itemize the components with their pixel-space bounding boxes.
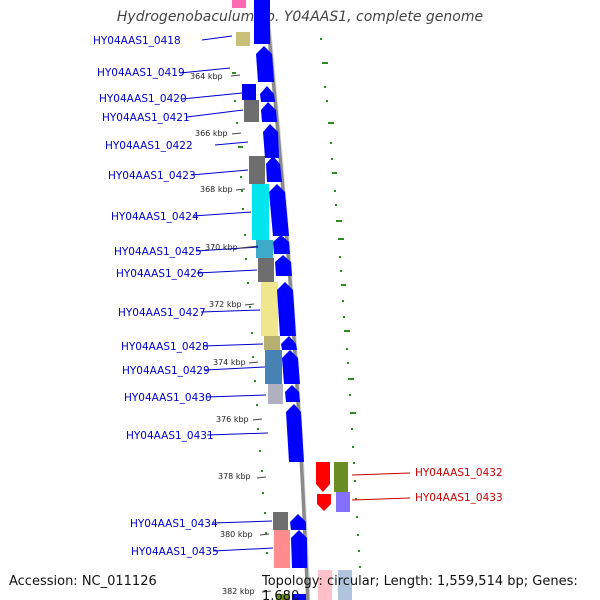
- tick-label: 366 kbp: [195, 129, 228, 138]
- gene-arrow-0426: [275, 255, 292, 276]
- gene-labels: HY04AAS1_0418 HY04AAS1_0419 HY04AAS1_042…: [93, 35, 503, 558]
- gene-arrow-0418: [254, 0, 270, 44]
- tick-label: 372 kbp: [209, 300, 242, 309]
- tick-label: 370 kbp: [205, 243, 238, 252]
- forward-gene-arrows: [254, 0, 307, 600]
- gene-label: HY04AAS1_0434: [130, 518, 218, 530]
- gene-label: HY04AAS1_0419: [97, 67, 185, 79]
- gc-skew-track: [232, 38, 361, 568]
- gene-label: HY04AAS1_0422: [105, 140, 193, 152]
- gene-label: HY04AAS1_0418: [93, 35, 181, 47]
- gene-arrow-0424: [269, 184, 289, 236]
- tick-label: 380 kbp: [220, 530, 253, 539]
- gene-arrow-0435: [291, 530, 307, 568]
- gene-arrow-0432: [316, 462, 330, 492]
- accession-label: Accession: NC_011126: [9, 574, 157, 589]
- gene-label: HY04AAS1_0425: [114, 246, 202, 258]
- gene-label: HY04AAS1_0433: [415, 492, 503, 504]
- gene-label: HY04AAS1_0424: [111, 211, 199, 223]
- gene-arrow-0431: [286, 404, 304, 462]
- gene-arrow-0428: [281, 336, 297, 350]
- kbp-tick-labels: 364 kbp 366 kbp 368 kbp 370 kbp 372 kbp …: [190, 72, 255, 596]
- reverse-gene-arrows: [316, 462, 331, 511]
- gene-leader-lines: [179, 35, 411, 552]
- gene-arrow-0422: [263, 124, 279, 158]
- gene-label: HY04AAS1_0427: [118, 307, 206, 319]
- summary-label: Topology: circular; Length: 1,559,514 bp…: [262, 574, 578, 600]
- cog-track: [232, 0, 352, 600]
- gene-arrow-0420: [260, 86, 275, 102]
- gene-arrow-0427: [277, 282, 296, 336]
- map-title: Hydrogenobaculum sp. Y04AAS1, complete g…: [116, 9, 484, 25]
- gene-label: HY04AAS1_0431: [126, 430, 214, 442]
- gene-label: HY04AAS1_0435: [131, 546, 219, 558]
- gene-label: HY04AAS1_0429: [122, 365, 210, 377]
- gene-arrow-0433: [317, 494, 331, 511]
- gene-arrow-0419: [256, 46, 274, 82]
- gene-arrow-0429: [282, 350, 300, 384]
- gene-label: HY04AAS1_0428: [121, 341, 209, 353]
- gene-arrow-0421: [261, 102, 277, 122]
- gene-arrow-0425: [273, 235, 290, 254]
- gene-label: HY04AAS1_0423: [108, 170, 196, 182]
- tick-label: 368 kbp: [200, 185, 233, 194]
- tick-label: 378 kbp: [218, 472, 251, 481]
- tick-label: 374 kbp: [213, 358, 246, 367]
- gene-arrow-0423: [266, 156, 282, 182]
- kbp-tick-marks: [230, 74, 272, 593]
- gene-label: HY04AAS1_0432: [415, 467, 503, 479]
- gene-arrow-0430: [285, 385, 300, 402]
- gene-arrow-0434: [290, 514, 306, 530]
- gene-label: HY04AAS1_0421: [102, 112, 190, 124]
- gene-label: HY04AAS1_0430: [124, 392, 212, 404]
- gene-label: HY04AAS1_0426: [116, 268, 204, 280]
- tick-label: 382 kbp: [222, 587, 255, 596]
- gene-label: HY04AAS1_0420: [99, 93, 187, 105]
- tick-label: 376 kbp: [216, 415, 249, 424]
- tick-label: 364 kbp: [190, 72, 223, 81]
